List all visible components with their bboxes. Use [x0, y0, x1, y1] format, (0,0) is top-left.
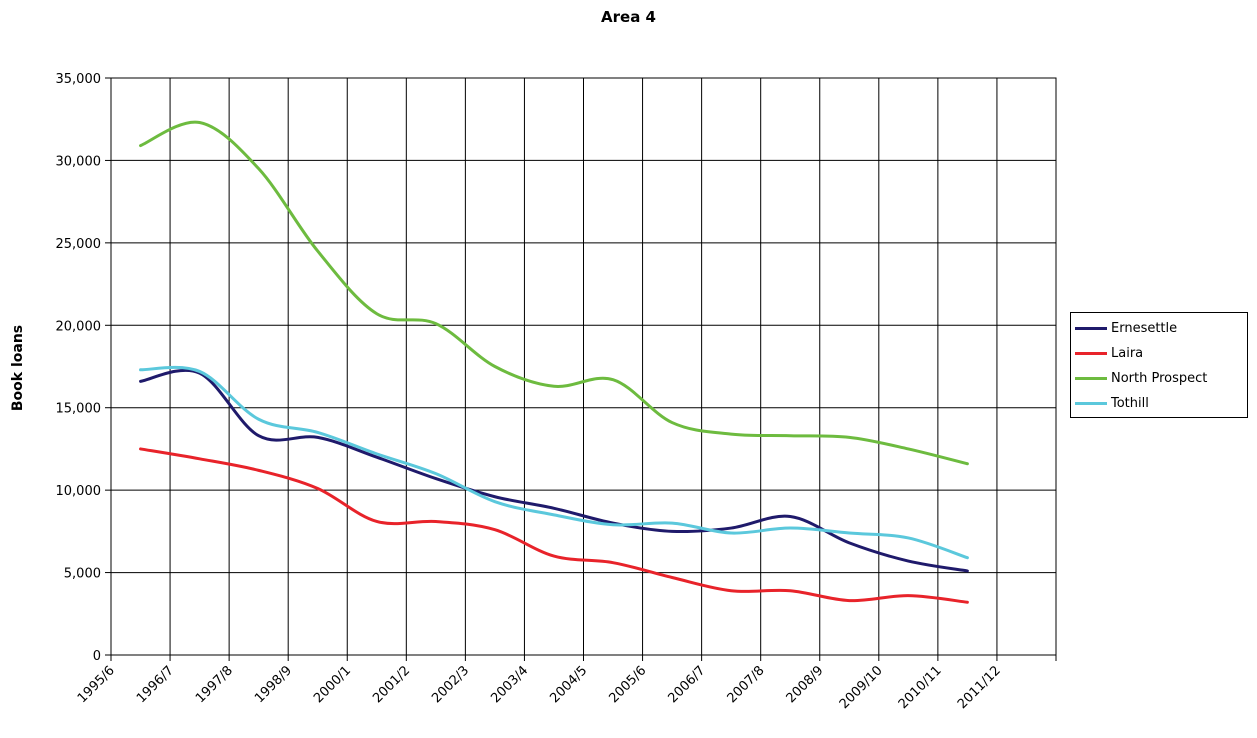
legend-label: Ernesettle	[1111, 321, 1178, 336]
x-tick-label: 2002/3	[429, 663, 472, 706]
x-tick-label: 2001/2	[370, 663, 413, 706]
x-tick-label: 1996/7	[134, 663, 177, 706]
y-tick-label: 35,000	[56, 72, 102, 87]
legend-swatch	[1075, 327, 1107, 330]
legend-item-north-prospect: North Prospect	[1075, 366, 1243, 391]
x-tick-label: 2008/9	[784, 663, 827, 706]
x-tick-label: 1998/9	[252, 663, 295, 706]
y-tick-label: 25,000	[56, 237, 102, 252]
legend-label: North Prospect	[1111, 371, 1208, 386]
x-tick-label: 1995/6	[75, 663, 118, 706]
chart-title: Area 4	[601, 8, 656, 26]
series-line-laira	[139, 447, 969, 604]
x-tick-label: 2007/8	[725, 663, 768, 706]
legend-swatch	[1075, 377, 1107, 380]
legend-item-tothill: Tothill	[1075, 391, 1243, 416]
x-tick-label: 2010/11	[896, 663, 945, 712]
x-tick-label: 2011/12	[955, 663, 1004, 712]
plot-area	[110, 77, 1057, 656]
legend-label: Tothill	[1111, 396, 1149, 411]
x-tick-label: 2005/6	[606, 663, 649, 706]
y-tick-label: 20,000	[56, 319, 102, 334]
series-line-north-prospect	[139, 120, 969, 466]
legend-label: Laira	[1111, 346, 1144, 361]
y-tick-label: 5,000	[64, 567, 101, 582]
y-tick-label: 15,000	[56, 402, 102, 417]
series-line-tothill	[139, 365, 969, 560]
y-tick-label: 30,000	[56, 154, 102, 169]
x-tick-label: 2006/7	[665, 663, 708, 706]
x-tick-label: 2004/5	[547, 663, 590, 706]
legend-swatch	[1075, 352, 1107, 355]
y-tick-label: 0	[93, 649, 101, 664]
legend-swatch	[1075, 402, 1107, 405]
x-tick-label: 2009/10	[837, 663, 886, 712]
x-tick-label: 2003/4	[488, 663, 531, 706]
legend: Ernesettle Laira North Prospect Tothill	[1070, 312, 1248, 418]
x-tick-label: 1997/8	[193, 663, 236, 706]
series-line-ernesettle	[139, 368, 969, 573]
legend-item-laira: Laira	[1075, 341, 1243, 366]
y-tick-label: 10,000	[56, 484, 102, 499]
legend-item-ernesettle: Ernesettle	[1075, 316, 1243, 341]
x-tick-label: 2000/1	[311, 663, 354, 706]
